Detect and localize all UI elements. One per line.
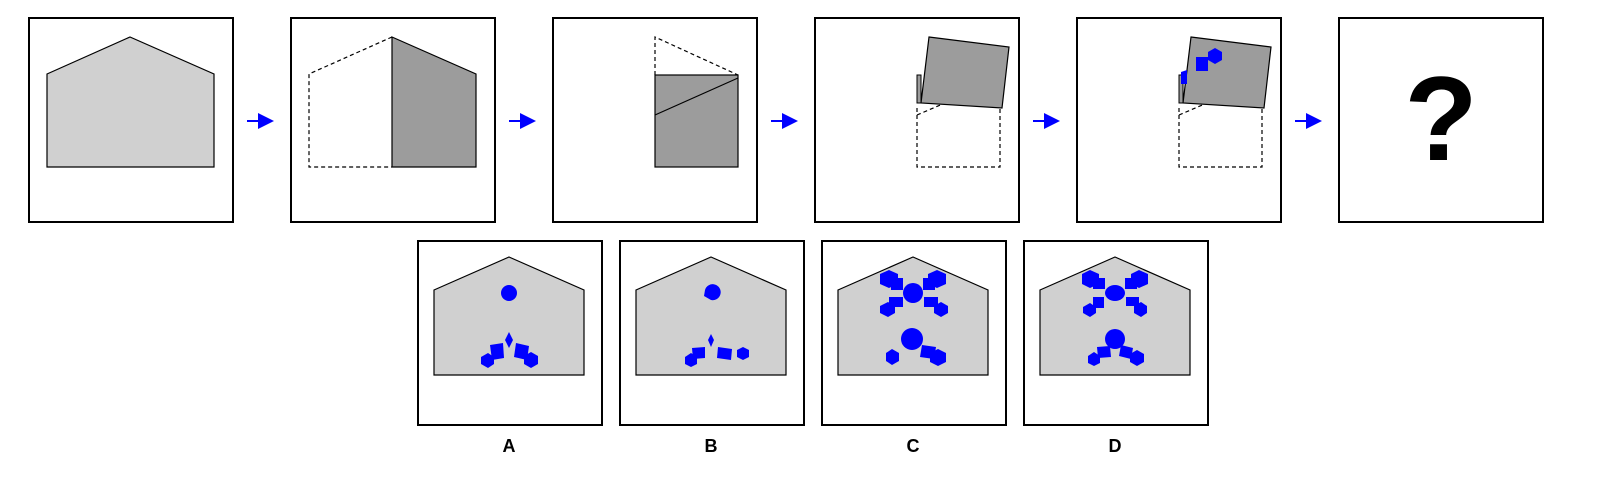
option-d-label: D xyxy=(1109,436,1122,456)
paper-shape xyxy=(837,256,989,376)
hole-hexagon xyxy=(524,352,538,368)
hole-diamond xyxy=(505,332,513,348)
folded-away-outline xyxy=(916,108,1001,168)
hole-circle xyxy=(1105,329,1125,349)
folded-quarter xyxy=(654,74,739,168)
folded-layer xyxy=(1182,36,1272,109)
paper-shape xyxy=(46,36,215,168)
answer-panel: ? xyxy=(1338,17,1544,223)
option-c-label: C xyxy=(907,436,920,456)
paper-shape xyxy=(635,256,787,376)
paper-shape xyxy=(433,256,585,376)
option-b[interactable]: B xyxy=(619,240,805,456)
hole-hexagon xyxy=(1130,350,1144,366)
fold-edge-line xyxy=(654,77,739,116)
hole-hexagon xyxy=(934,302,948,317)
hole-hexagon xyxy=(886,349,899,365)
hole-square xyxy=(1125,278,1137,289)
hole-circle xyxy=(901,328,923,350)
hole-square xyxy=(1093,278,1105,289)
step-5-panel xyxy=(1076,17,1282,223)
hole-hexagon xyxy=(481,353,494,368)
fold-dash-line xyxy=(916,102,946,116)
hole-hexagon xyxy=(1134,302,1147,317)
option-a[interactable]: A xyxy=(417,240,603,456)
hole-square xyxy=(1119,345,1133,359)
fold-dash-line xyxy=(1178,102,1208,116)
paper-shape xyxy=(1039,256,1191,376)
hole-square xyxy=(717,347,732,360)
option-d[interactable]: D xyxy=(1023,240,1209,456)
hole-square xyxy=(889,297,903,307)
hole-square xyxy=(923,278,935,290)
hole-hexagon xyxy=(1088,352,1100,366)
folded-away-outline xyxy=(1178,108,1263,168)
hole-square xyxy=(1097,346,1111,358)
hole-square xyxy=(924,297,938,307)
punched-hole-square xyxy=(1196,57,1208,71)
hole-circle xyxy=(903,283,923,303)
step-4-panel xyxy=(814,17,1020,223)
hole-circle xyxy=(1105,285,1125,301)
punched-hole-hexagon xyxy=(1208,48,1222,64)
hole-square xyxy=(490,343,504,360)
hole-hexagon xyxy=(930,349,946,366)
hole-hexagon xyxy=(1083,303,1096,317)
option-c[interactable]: C xyxy=(821,240,1007,456)
option-b-label: B xyxy=(705,436,718,456)
hole-hexagon xyxy=(880,302,895,317)
question-mark: ? xyxy=(1404,52,1477,186)
step-3-panel xyxy=(552,17,758,223)
hole-circle xyxy=(704,284,721,301)
folded-half xyxy=(391,36,477,168)
hole-square xyxy=(1126,297,1139,306)
hole-circle xyxy=(501,285,517,301)
option-a-label: A xyxy=(503,436,516,456)
step-2-panel xyxy=(290,17,496,223)
hole-diamond xyxy=(708,334,714,347)
answer-frame xyxy=(1338,17,1544,223)
hole-hexagon xyxy=(737,347,749,360)
folded-away-outline xyxy=(654,36,739,76)
hole-square xyxy=(891,278,903,290)
fold-sliver xyxy=(916,74,922,104)
hole-square xyxy=(1093,297,1104,308)
step-1-panel xyxy=(28,17,234,223)
folded-away-outline xyxy=(308,36,393,168)
punched-hole-edge xyxy=(1181,70,1187,84)
hole-hexagon xyxy=(685,353,697,367)
folded-layer xyxy=(920,36,1010,109)
